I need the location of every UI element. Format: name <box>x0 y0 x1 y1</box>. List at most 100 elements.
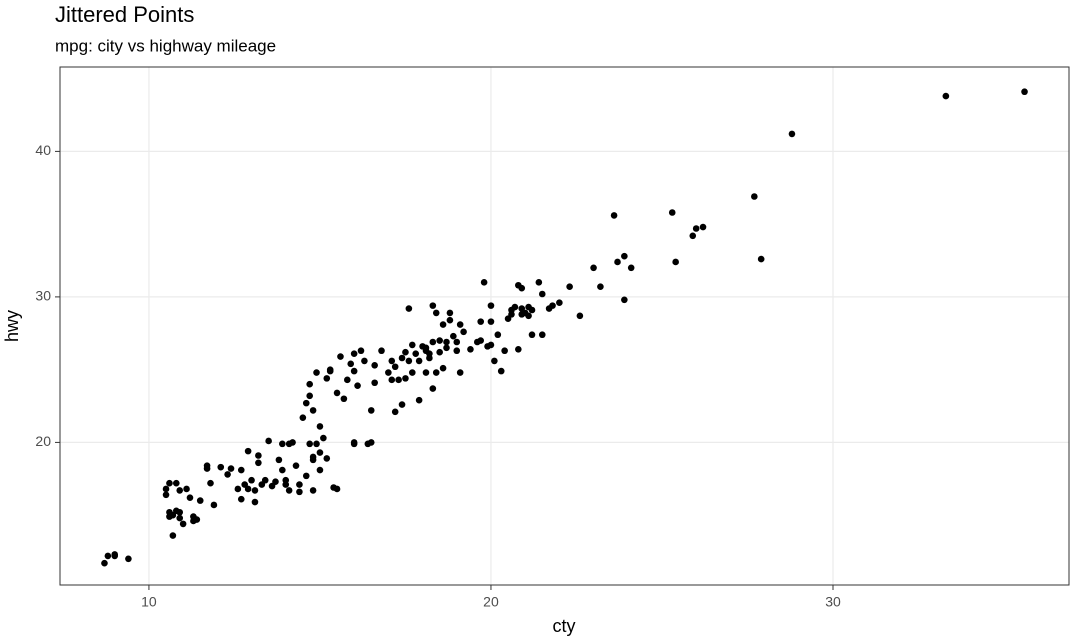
point <box>398 354 406 362</box>
point <box>302 399 310 407</box>
point <box>309 407 317 414</box>
point <box>436 348 443 356</box>
x-tick-label: 20 <box>483 594 499 610</box>
point <box>432 369 440 376</box>
point <box>203 462 211 469</box>
point <box>196 497 204 504</box>
point <box>429 385 437 392</box>
point <box>248 476 255 484</box>
point <box>942 92 950 100</box>
point <box>350 439 358 446</box>
point <box>525 312 532 320</box>
point <box>176 514 184 522</box>
point <box>306 380 313 388</box>
point <box>323 455 331 462</box>
point <box>309 487 317 494</box>
point <box>408 341 416 349</box>
plot-area: 10 20 30 20 30 40 <box>35 66 1070 610</box>
point <box>597 283 604 291</box>
point <box>179 520 187 528</box>
point <box>320 434 327 442</box>
point <box>432 309 440 317</box>
point <box>333 389 341 397</box>
point <box>456 369 464 376</box>
point <box>439 321 447 328</box>
point <box>292 462 300 469</box>
point <box>692 225 700 232</box>
point <box>672 258 679 266</box>
point <box>350 350 358 357</box>
point <box>699 223 707 231</box>
point <box>508 311 515 318</box>
point <box>296 488 303 496</box>
point <box>487 318 495 325</box>
y-tick-label: 20 <box>35 433 51 449</box>
point <box>275 456 283 464</box>
point <box>751 193 758 200</box>
point <box>528 331 536 339</box>
point <box>207 479 214 487</box>
point <box>385 369 392 376</box>
point <box>395 376 402 384</box>
point <box>244 447 252 455</box>
y-tick-label: 30 <box>35 288 51 304</box>
point <box>244 485 252 493</box>
point <box>388 376 396 384</box>
x-tick-label: 10 <box>141 594 157 610</box>
point <box>402 375 409 382</box>
point <box>456 321 464 328</box>
point <box>590 264 597 272</box>
point <box>186 494 194 501</box>
point <box>429 338 437 346</box>
point <box>350 367 358 375</box>
point <box>306 440 313 448</box>
x-axis-label: cty <box>552 616 575 636</box>
point <box>491 357 498 365</box>
point <box>497 367 505 375</box>
point <box>415 357 423 365</box>
point <box>176 487 184 494</box>
point <box>367 407 375 414</box>
point <box>477 318 485 325</box>
point <box>255 459 262 467</box>
point <box>689 232 697 240</box>
point <box>668 209 676 216</box>
point <box>443 344 450 352</box>
point <box>272 478 279 485</box>
point <box>487 302 495 309</box>
point <box>306 392 313 400</box>
point <box>422 369 430 376</box>
point <box>453 347 461 355</box>
point <box>788 130 796 138</box>
point <box>391 408 399 416</box>
point <box>162 485 170 493</box>
point <box>279 440 286 448</box>
point <box>227 465 235 472</box>
point <box>299 414 307 421</box>
point <box>443 338 450 346</box>
point <box>251 498 259 506</box>
point <box>518 284 526 292</box>
point <box>340 395 348 403</box>
point <box>166 479 173 487</box>
point <box>367 439 375 446</box>
point <box>237 495 245 503</box>
point <box>361 357 368 365</box>
point <box>453 338 461 346</box>
point <box>446 309 454 317</box>
point <box>371 361 378 369</box>
point <box>172 479 180 487</box>
point <box>176 508 184 516</box>
point <box>344 376 351 384</box>
point <box>627 264 635 272</box>
point <box>426 350 433 357</box>
chart-title: Jittered Points <box>55 2 194 27</box>
point <box>285 487 293 494</box>
point <box>511 303 519 311</box>
point <box>313 440 320 448</box>
point <box>234 485 242 493</box>
point <box>480 279 488 286</box>
point <box>429 302 437 309</box>
